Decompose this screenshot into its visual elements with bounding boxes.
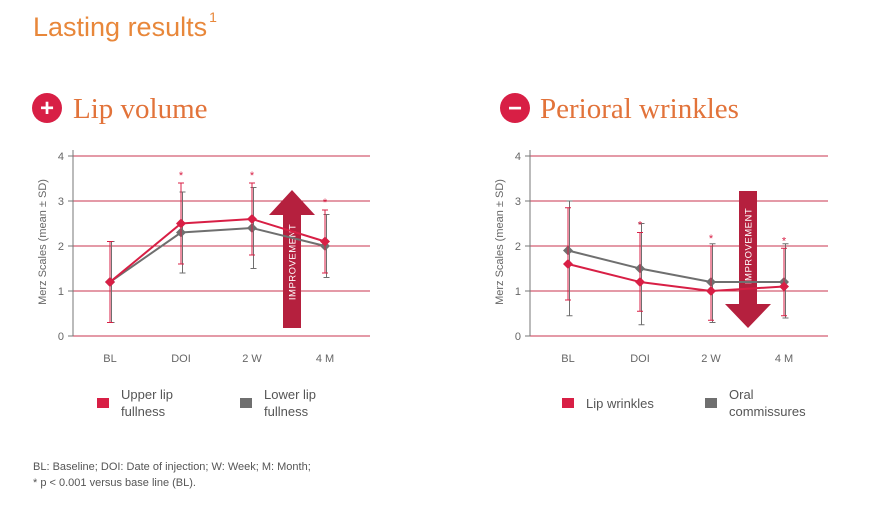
chart-1-legend-label-0-line1: Lip wrinkles: [586, 396, 654, 411]
chart-1-arrow-label: IMPROVEMENT: [744, 208, 755, 284]
chart-0-series-1-line: [109, 226, 326, 283]
chart-1-ytick-label: 2: [515, 241, 521, 253]
chart-1-ytick-label: 1: [515, 286, 521, 298]
chart-1-legend-label-1-line2: commissures: [729, 404, 806, 419]
page-title-text: Lasting results: [33, 12, 208, 42]
chart-0-legend-swatch-0: [97, 398, 109, 408]
chart-1-ylabel: Merz Scales (mean ± SD): [494, 179, 506, 305]
chart-1-heading-icon: [500, 93, 530, 123]
chart-0-ylabel: Merz Scales (mean ± SD): [37, 179, 49, 305]
chart-1-series-0-point: [635, 277, 645, 287]
charts-canvas: + Lip volume 0 1 2 3 4 Merz Scales (mean ± SD) B…: [32, 93, 828, 419]
chart-1-heading-symbol: −: [508, 95, 522, 122]
chart-0-xtick-label: 4 M: [316, 353, 334, 365]
footnote-significance: * p < 0.001 versus base line (BL).: [33, 477, 196, 489]
footnote-abbreviations: BL: Baseline; DOI: Date of injection; W:…: [33, 461, 311, 473]
chart-0-significance-mark: *: [323, 197, 328, 209]
chart-1-series-0-point: [706, 286, 716, 296]
page-title: Lasting results 1: [33, 9, 217, 43]
chart-0-series-0-point: [247, 214, 257, 224]
chart-0-heading-icon: [32, 93, 62, 123]
chart-0-title: Lip volume: [73, 93, 208, 125]
chart-1-series-1-line: [567, 249, 784, 283]
page-title-superscript: 1: [209, 9, 217, 25]
chart-1-ytick-label: 0: [515, 331, 521, 343]
chart-0-ytick-label: 4: [58, 151, 64, 163]
chart-0-legend-swatch-1: [240, 398, 252, 408]
chart-0-series-0-point: [176, 218, 186, 229]
chart-1-series-0-point: [563, 259, 573, 269]
chart-0-series-0-point: [105, 277, 115, 287]
chart-0-improvement-arrow: [269, 190, 315, 328]
chart-1-improvement-arrow: [725, 191, 771, 328]
chart-0-significance-mark: *: [250, 170, 255, 182]
footnotes: BL: Baseline; DOI: Date of injection; W:…: [33, 459, 311, 491]
chart-1-ytick-label: 3: [515, 196, 521, 208]
chart-1-significance-mark: *: [638, 220, 643, 232]
chart-0-heading-symbol: +: [40, 95, 54, 122]
chart-1-significance-mark: *: [782, 235, 787, 247]
chart-1-xtick-label: 2 W: [701, 353, 721, 365]
chart-0-xtick-label: 2 W: [242, 353, 262, 365]
chart-1-xtick-label: DOI: [630, 353, 650, 365]
chart-0-ytick-label: 1: [58, 286, 64, 298]
chart-1-title: Perioral wrinkles: [540, 93, 739, 125]
chart-0-ytick-label: 2: [58, 241, 64, 253]
chart-0-xtick-label: DOI: [171, 353, 191, 365]
chart-0-series-0-line: [109, 217, 326, 283]
chart-0-arrow-label: IMPROVEMENT: [288, 224, 299, 300]
chart-0-xtick-label: BL: [103, 353, 116, 365]
chart-1-xtick-label: BL: [561, 353, 574, 365]
chart-0-legend-label-1-line2: fullness: [264, 404, 309, 419]
chart-0-legend-label-0-line2: fullness: [121, 404, 166, 419]
chart-1-legend-swatch-1: [705, 398, 717, 408]
chart-1-significance-mark: *: [709, 233, 714, 245]
chart-0-ytick-label: 0: [58, 331, 64, 343]
chart-1-xtick-label: 4 M: [775, 353, 793, 365]
chart-1-legend-label-1-line1: Oral: [729, 387, 754, 402]
chart-0-series-0-point: [320, 236, 330, 247]
chart-1-ytick-label: 4: [515, 151, 521, 163]
chart-1-legend-swatch-0: [562, 398, 574, 408]
chart-1-series-0-line: [567, 263, 785, 293]
chart-0-legend-label-1-line1: Lower lip: [264, 387, 316, 402]
chart-1-series-0-point: [779, 281, 789, 292]
chart-0-ytick-label: 3: [58, 196, 64, 208]
chart-0-significance-mark: *: [179, 170, 184, 182]
chart-0-legend-label-0-line1: Upper lip: [121, 387, 173, 402]
